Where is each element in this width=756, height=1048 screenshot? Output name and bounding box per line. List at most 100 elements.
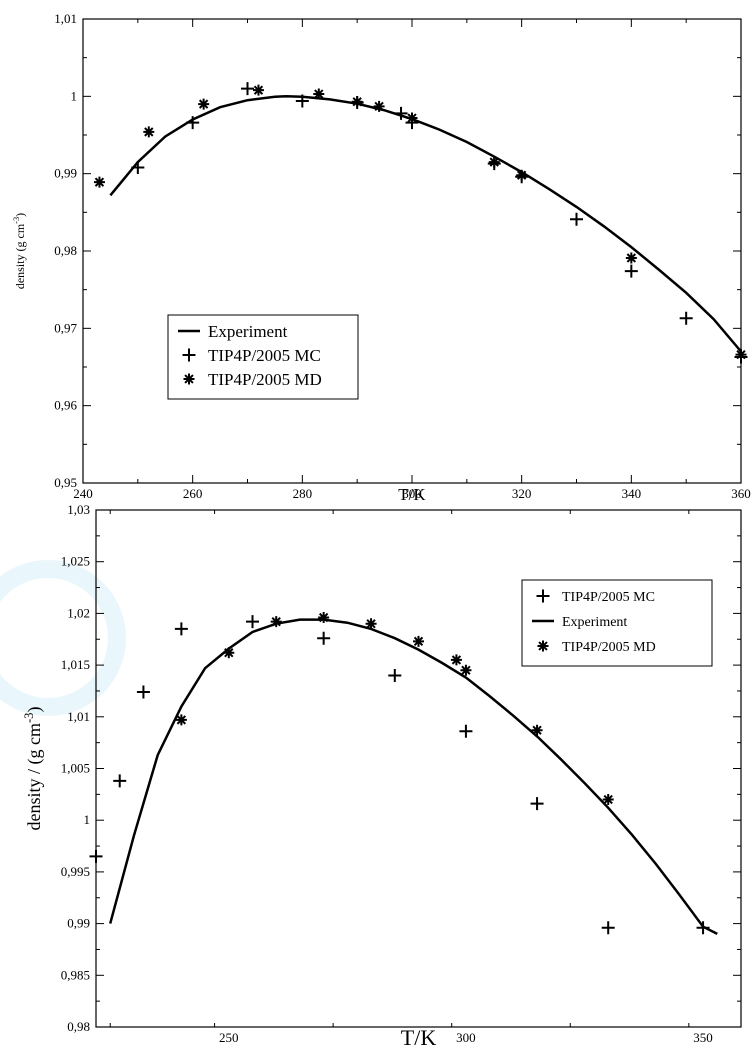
experiment-line xyxy=(109,95,742,353)
md-point xyxy=(93,176,105,188)
series-1 xyxy=(109,95,742,353)
y-tick-label: 1 xyxy=(84,812,91,827)
x-tick-label: 240 xyxy=(73,486,93,501)
y-tick-label: 0,995 xyxy=(61,864,90,879)
x-tick-label: 300 xyxy=(456,1030,476,1045)
x-tick-label: 260 xyxy=(183,486,203,501)
y-label-sup: -3 xyxy=(22,713,36,724)
mc-point xyxy=(530,797,544,811)
md-point xyxy=(252,84,264,96)
series-3 xyxy=(93,84,747,361)
mc-point xyxy=(624,264,638,278)
legend-entry: TIP4P/2005 MD xyxy=(562,640,656,655)
legend-box xyxy=(167,314,359,400)
md-point xyxy=(602,794,614,806)
md-point xyxy=(143,126,155,138)
md-point xyxy=(365,618,377,630)
legend: TIP4P/2005 MC Experiment TIP4P/2005 MD xyxy=(521,579,713,667)
mc-point xyxy=(317,631,331,645)
legend-marker xyxy=(183,373,195,385)
md-point xyxy=(735,349,747,361)
y-tick-label: 0,96 xyxy=(54,398,77,413)
legend-entry: TIP4P/2005 MC xyxy=(208,346,321,365)
legend-marker xyxy=(536,589,550,603)
y-tick-label: 1,025 xyxy=(61,554,90,569)
mc-point xyxy=(388,668,402,682)
legend-box xyxy=(521,579,713,667)
y-tick-label: 1,005 xyxy=(61,761,90,776)
md-point xyxy=(175,714,187,726)
x-axis-label: T/K xyxy=(398,485,426,504)
legend-entry: Experiment xyxy=(562,615,627,630)
md-point xyxy=(413,635,424,647)
x-tick-label: 280 xyxy=(293,486,313,501)
legend-entry: Experiment xyxy=(208,322,288,341)
mc-point xyxy=(136,685,150,699)
x-tick-label: 320 xyxy=(512,486,532,501)
x-tick-label: 360 xyxy=(731,486,751,501)
md-point xyxy=(531,724,543,736)
y-tick-label: 0,97 xyxy=(54,320,77,335)
y-tick-label: 0,98 xyxy=(67,1019,90,1034)
chart-panel-2: 250 300 350 0,98 0,985 0,99 0,995 1 1,005 1,01 1,0… xyxy=(22,502,742,1048)
x-tick-label: 340 xyxy=(622,486,642,501)
y-label-sup: -3 xyxy=(12,217,21,224)
mc-point xyxy=(113,774,127,788)
experiment-line xyxy=(108,618,718,936)
y-axis-label: density (g cm-3) xyxy=(12,213,27,289)
md-point xyxy=(373,100,385,112)
y-label-main: density / (g cm xyxy=(24,723,45,830)
y-tick-label: 0,95 xyxy=(54,475,77,490)
legend-entry: TIP4P/2005 MD xyxy=(208,370,322,389)
x-tick-label: 300 xyxy=(402,486,422,501)
md-point xyxy=(450,654,462,666)
md-point xyxy=(198,98,210,110)
md-point xyxy=(516,169,528,181)
mc-point xyxy=(570,212,583,226)
md-point xyxy=(270,616,282,628)
y-tick-label: 0,99 xyxy=(67,916,90,931)
y-tick-label: 1,02 xyxy=(67,605,90,620)
mc-point xyxy=(679,311,693,325)
mc-point xyxy=(459,724,473,738)
x-tick-label: 250 xyxy=(219,1030,239,1045)
x-axis-label: T/K xyxy=(401,1025,437,1048)
mc-point xyxy=(89,849,103,863)
legend-marker xyxy=(537,640,549,652)
md-point xyxy=(351,96,363,108)
y-tick-label: 1 xyxy=(71,88,78,103)
md-point xyxy=(625,252,637,264)
y-label-main: density (g cm xyxy=(13,223,27,289)
x-tick-label: 350 xyxy=(693,1030,713,1045)
md-point xyxy=(313,88,325,100)
y-tick-label: 1,015 xyxy=(61,657,90,672)
legend: Experiment TIP4P/2005 MC TIP4P/2005 MD xyxy=(167,314,359,400)
y-tick-label: 1,01 xyxy=(54,11,77,26)
plot-frame xyxy=(82,18,742,484)
y-tick-label: 0,985 xyxy=(61,967,90,982)
md-point xyxy=(318,612,330,624)
y-label-close: ) xyxy=(13,213,27,217)
mc-point xyxy=(186,116,200,130)
y-tick-label: 0,98 xyxy=(54,243,77,258)
mc-point xyxy=(246,615,260,629)
chart-panel-1: 240 260 280 300 320 340 360 0,95 0,96 0,97 0,98 0,9… xyxy=(12,11,751,504)
md-point xyxy=(460,664,472,676)
mc-point xyxy=(601,921,615,935)
legend-entry: TIP4P/2005 MC xyxy=(562,590,655,605)
md-point xyxy=(488,156,500,168)
mc-point xyxy=(295,94,309,108)
legend-marker xyxy=(182,348,196,362)
y-tick-label: 1,03 xyxy=(67,502,90,517)
y-label-close: ) xyxy=(24,707,45,713)
series-2 xyxy=(108,618,718,936)
mc-point xyxy=(394,106,408,120)
y-axis-label: density / (g cm-3) xyxy=(22,707,45,831)
md-point xyxy=(223,647,235,659)
y-tick-label: 1,01 xyxy=(67,709,90,724)
y-tick-label: 0,99 xyxy=(54,166,77,181)
series-3 xyxy=(175,612,614,806)
mc-point xyxy=(174,622,188,636)
mc-point xyxy=(241,82,254,96)
